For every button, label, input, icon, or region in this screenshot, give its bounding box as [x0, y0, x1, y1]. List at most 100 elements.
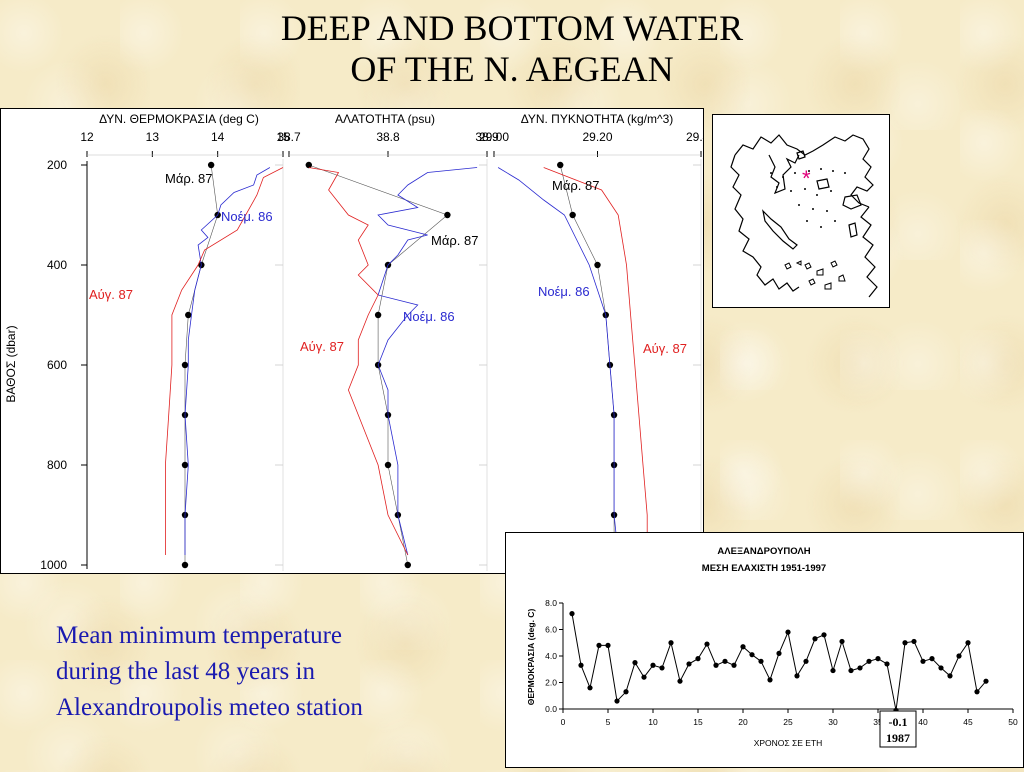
timeseries-point [857, 665, 863, 671]
salinity-tick-label: 38.9 [475, 130, 499, 144]
timeseries-point [704, 641, 710, 647]
temperature-point-mar87 [181, 361, 189, 369]
salinity-point-mar87 [404, 561, 411, 569]
temperature-label-aug87: Αύγ. 87 [89, 287, 133, 302]
density-tick-label: 29.20 [582, 130, 612, 144]
timeseries-point [686, 661, 692, 667]
timeseries-chart-panel: ΑΛΕΞΑΝΔΡΟΥΠΟΛΗ ΜΕΣΗ ΕΛΑΧΙΣΤΗ 1951-1997 ΘΕΡ… [505, 532, 1024, 768]
timeseries-point [875, 656, 881, 662]
timeseries-y-label: ΘΕΡΜΟΚΡΑΣΙΑ (deg. C) [526, 609, 536, 706]
temperature-tick-label: 15 [276, 130, 290, 144]
density-tick-label: 29.00 [479, 130, 509, 144]
density-label-nov86: Νοέμ. 86 [538, 284, 590, 299]
timeseries-point [803, 658, 809, 664]
timeseries-point [839, 638, 845, 645]
timeseries-point [569, 611, 575, 617]
timeseries-point [632, 660, 638, 666]
salinity-series-nov86 [377, 167, 478, 556]
timeseries-point [668, 640, 674, 646]
timeseries-point [866, 658, 872, 664]
map-coastline-east [860, 206, 878, 298]
depth-tick-label: 400 [47, 258, 67, 272]
density-point-mar87 [569, 211, 576, 219]
timeseries-x-tick-label: 25 [783, 717, 793, 727]
temperature-point-mar87 [181, 561, 189, 569]
timeseries-point [848, 667, 854, 674]
caption-line-1: Mean minimum temperature [56, 622, 343, 649]
density-label-mar87: Μάρ. 87 [552, 178, 599, 193]
salinity-tick-label: 38.8 [376, 130, 400, 144]
timeseries-point [947, 673, 953, 679]
temperature-tick-label: 12 [80, 130, 94, 144]
timeseries-point [974, 689, 980, 695]
salinity-point-mar87 [305, 161, 312, 169]
density-label-aug87: Αύγ. 87 [643, 341, 687, 356]
map-coastline-north [734, 134, 874, 208]
caption: Mean minimum temperature during the last… [56, 618, 496, 726]
timeseries-x-tick-label: 15 [693, 717, 703, 727]
timeseries-point [749, 652, 755, 658]
timeseries-y-tick-label: 0.0 [545, 704, 557, 714]
temperature-series-mar87-line [184, 164, 219, 565]
timeseries-point [821, 632, 827, 638]
timeseries-x-tick-label: 30 [828, 717, 838, 727]
temperature-label-mar87: Μάρ. 87 [165, 171, 212, 186]
salinity-point-mar87 [444, 211, 451, 219]
timeseries-x-tick-label: 40 [918, 717, 928, 727]
timeseries-point [776, 650, 782, 656]
timeseries-point [731, 662, 737, 668]
timeseries-x-label: ΧΡΟΝΟΣ ΣΕ ΕΤΗ [754, 738, 823, 748]
title-line-1: DEEP AND BOTTOM WATER [280, 8, 744, 48]
profiles-chart-panel: 200 400 600 800 1000 ΒΑΘΟΣ (dbar) ΔΥΝ. ΘΕΡΜΟΚΡ… [0, 108, 716, 574]
temperature-tick-label: 14 [211, 130, 225, 144]
timeseries-point [920, 658, 926, 664]
map-lesvos-island [842, 194, 862, 210]
profiles-chart: 200 400 600 800 1000 ΒΑΘΟΣ (dbar) ΔΥΝ. ΘΕΡΜΟΚΡ… [4, 112, 716, 572]
timeseries-point [587, 685, 593, 691]
density-point-mar87 [557, 161, 564, 169]
timeseries-y-tick-label: 8.0 [545, 598, 557, 608]
timeseries-point [794, 673, 800, 679]
density-series-mar87-line [559, 164, 615, 565]
temperature-tick-label: 13 [146, 130, 160, 144]
salinity-label-mar87: Μάρ. 87 [431, 233, 478, 248]
timeseries-point [614, 698, 620, 704]
map-coastline-west [730, 154, 800, 292]
timeseries-point [605, 642, 611, 648]
timeseries-point [596, 642, 602, 648]
density-point-mar87 [594, 261, 601, 269]
timeseries-point [965, 640, 971, 646]
density-series-nov86 [497, 167, 619, 556]
salinity-series-aug87 [308, 167, 409, 556]
map-euboea-island [762, 209, 798, 250]
timeseries-point [623, 689, 629, 695]
timeseries-x-tick-label: 45 [963, 717, 973, 727]
density-series-aug87 [543, 167, 648, 555]
map-thasos-island [796, 150, 806, 160]
temperature-axis-title: ΔΥΝ. ΘΕΡΜΟΚΡΑΣΙΑ (deg C) [99, 112, 259, 126]
slide-title: DEEP AND BOTTOM WATER OF THE N. AEGEAN [0, 8, 1024, 90]
timeseries-point [911, 638, 917, 645]
timeseries-y-tick-label: 4.0 [545, 651, 557, 661]
depth-tick-label: 1000 [40, 558, 67, 572]
salinity-point-mar87 [384, 461, 392, 469]
map-station-marker: * [802, 166, 811, 191]
salinity-tick-label: 38.7 [277, 130, 301, 144]
salinity-axis-title: ΑΛΑΤΟΤΗΤΑ (psu) [335, 112, 435, 126]
depth-axis-label: ΒΑΘΟΣ (dbar) [4, 325, 18, 402]
timeseries-annotation-box [879, 710, 917, 748]
salinity-point-mar87 [374, 311, 382, 319]
timeseries-point [956, 653, 962, 659]
timeseries-point [677, 678, 683, 684]
density-tick-label: 29.40 [686, 130, 703, 144]
aegean-map-panel: * [712, 114, 890, 308]
depth-tick-label: 600 [47, 358, 67, 372]
map-peninsula [768, 154, 800, 195]
title-line-2: OF THE N. AEGEAN [350, 49, 674, 89]
aegean-map: * [730, 134, 878, 298]
map-station-dots [770, 168, 846, 228]
timeseries-x-tick-label: 50 [1008, 717, 1018, 727]
depth-tick-label: 800 [47, 458, 67, 472]
temperature-point-mar87 [185, 311, 192, 319]
timeseries-point [983, 678, 989, 684]
